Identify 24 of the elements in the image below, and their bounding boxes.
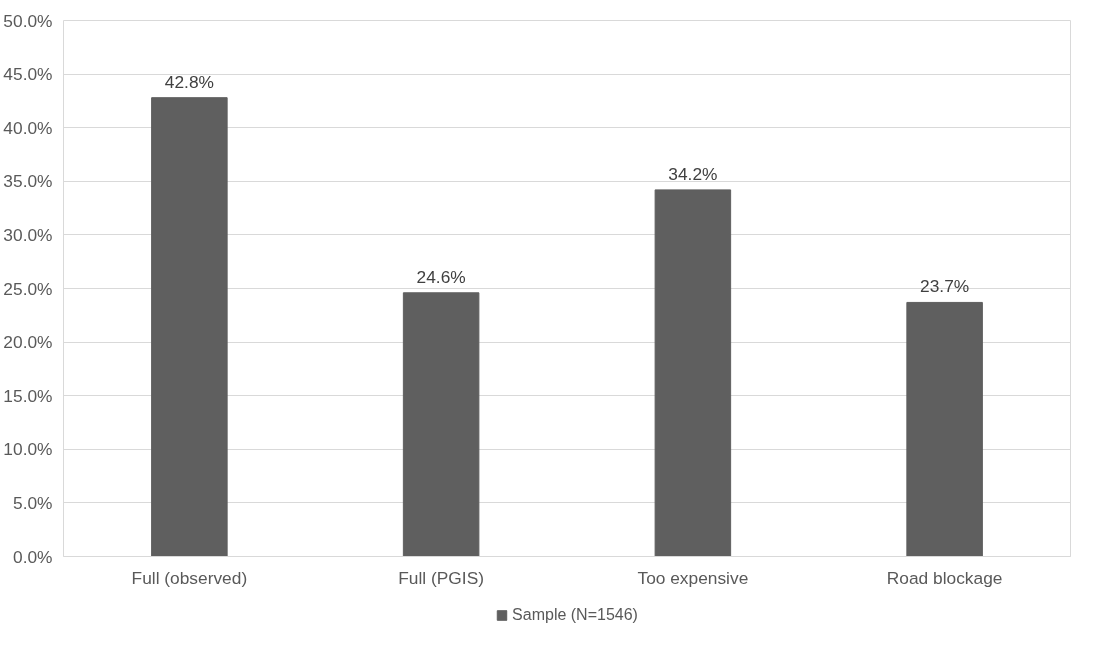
y-tick-label: 10.0% <box>3 439 53 460</box>
bar <box>654 189 732 557</box>
data-label: 24.6% <box>416 266 466 287</box>
y-tick-label: 0.0% <box>13 546 53 567</box>
x-tick-label: Full (PGIS) <box>398 567 484 588</box>
data-label: 34.2% <box>668 163 718 184</box>
bar <box>402 292 480 557</box>
x-tick-label: Full (observed) <box>131 567 248 588</box>
legend-label: Sample (N=1546) <box>512 606 638 624</box>
data-label: 42.8% <box>164 71 214 92</box>
bar <box>151 97 228 557</box>
y-tick-label: 5.0% <box>13 492 53 513</box>
y-tick-label: 40.0% <box>3 117 53 138</box>
y-tick-label: 25.0% <box>3 278 53 299</box>
y-tick-label: 30.0% <box>3 224 53 245</box>
x-tick-label: Too expensive <box>637 567 749 588</box>
y-tick-label: 15.0% <box>3 385 53 406</box>
y-tick-label: 20.0% <box>3 332 53 353</box>
bar <box>906 301 983 557</box>
y-tick-label: 35.0% <box>3 171 53 192</box>
y-tick-label: 50.0% <box>3 10 53 31</box>
data-label: 23.7% <box>920 276 970 297</box>
x-tick-label: Road blockage <box>886 567 1003 588</box>
y-tick-label: 45.0% <box>3 64 53 85</box>
